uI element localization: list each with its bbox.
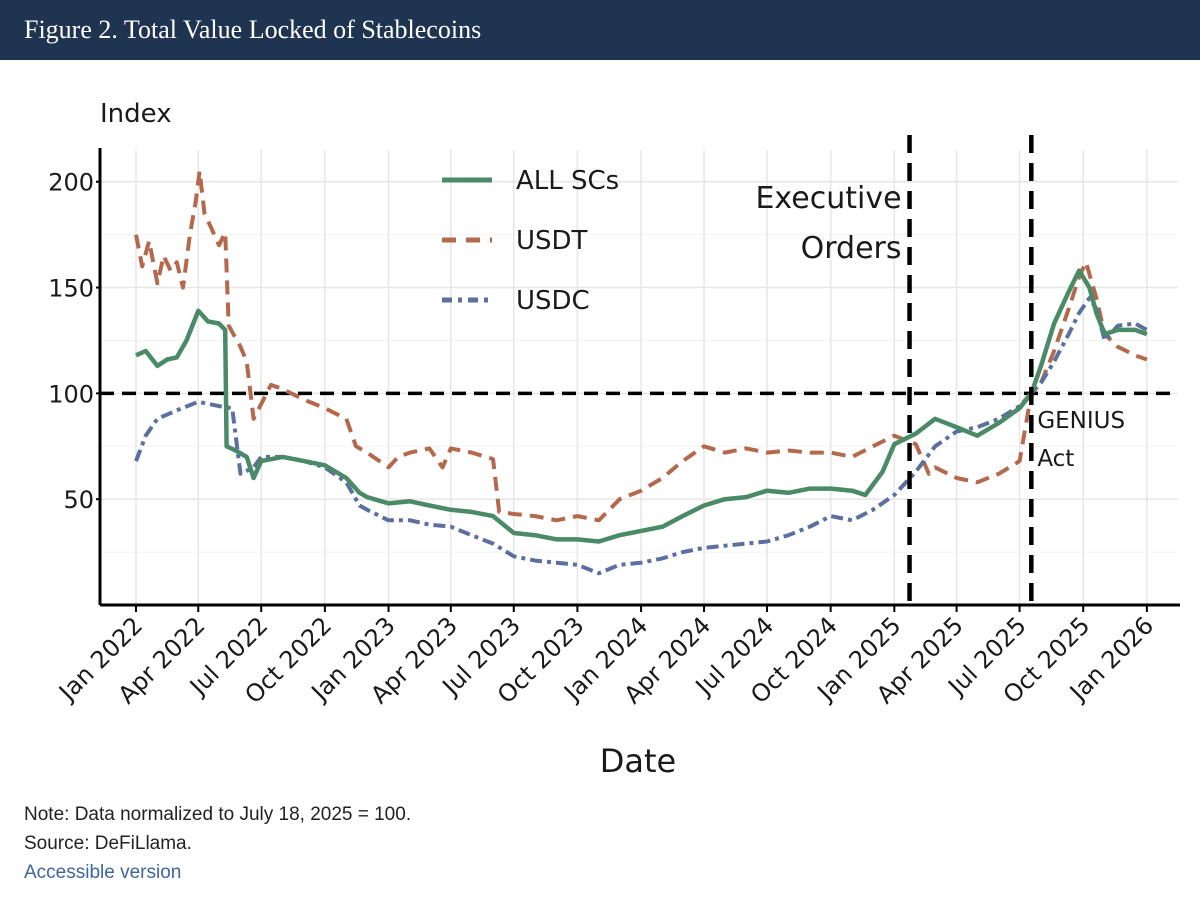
series-line-usdt [134,169,1148,523]
figure-title: Figure 2. Total Value Locked of Stableco… [0,0,1200,60]
y-tick-label: 150 [48,275,94,303]
footnote-note: Note: Data normalized to July 18, 2025 =… [24,804,412,825]
legend-label: USDT [516,226,588,256]
y-axis-label: Index [100,99,172,129]
figure-footer: Note: Data normalized to July 18, 2025 =… [24,800,1174,887]
legend-label: ALL SCs [516,166,619,196]
series-line-usdc [134,296,1148,576]
annotation-label: GENIUS [1037,408,1125,434]
annotation-label: Act [1037,446,1074,472]
annotation-label: Executive [755,181,901,216]
annotation-label: Orders [801,231,902,266]
series-layer [134,169,1148,576]
y-tick-label: 200 [48,169,94,197]
y-tick-label: 50 [63,486,94,514]
annotation-layer: Executive Orders GENIUS Act [755,135,1125,605]
footnote-source: Source: DeFiLlama. [24,833,192,854]
axes [96,148,1180,612]
series-line-all-scs [135,268,1148,544]
legend: ALL SCs USDT USDC [442,166,619,316]
accessible-version-link[interactable]: Accessible version [24,862,182,883]
legend-label: USDC [516,286,590,316]
y-tick-label: 100 [48,380,94,408]
gridlines [100,150,1178,605]
stablecoin-tvl-line-chart: Executive Orders GENIUS Act ALL SCs USDT USDC… [48,99,1180,780]
x-axis-label: Date [600,742,676,780]
